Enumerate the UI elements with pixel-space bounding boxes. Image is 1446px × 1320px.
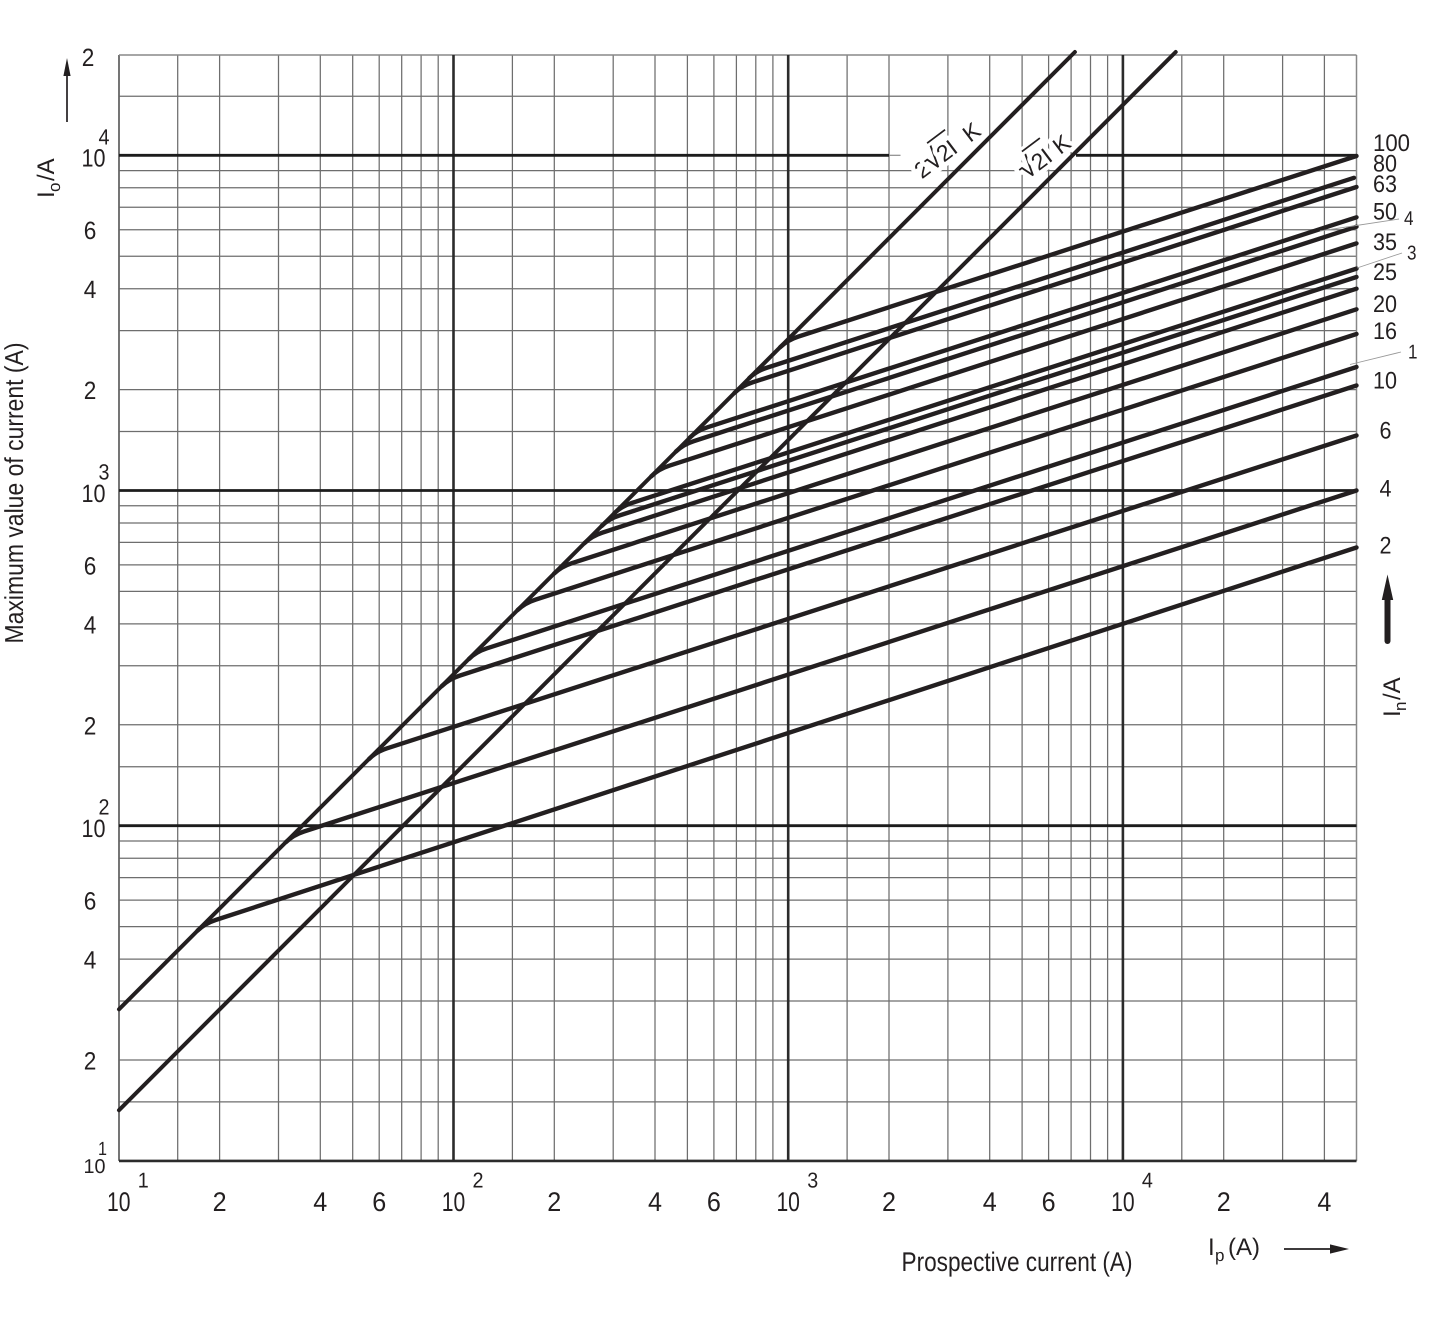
svg-text:4: 4: [99, 124, 110, 149]
svg-text:10: 10: [82, 145, 106, 173]
svg-text:35: 35: [1373, 229, 1397, 256]
svg-text:4: 4: [1142, 1169, 1153, 1193]
svg-text:4: 4: [84, 947, 97, 975]
svg-text:10: 10: [1373, 368, 1397, 395]
svg-text:4: 4: [1404, 208, 1414, 230]
svg-text:4: 4: [1317, 1187, 1331, 1217]
svg-text:2: 2: [473, 1169, 484, 1193]
svg-text:2: 2: [99, 795, 110, 820]
svg-text:80: 80: [1373, 151, 1397, 178]
svg-text:4: 4: [313, 1187, 327, 1217]
svg-text:2: 2: [1380, 533, 1392, 560]
svg-text:3: 3: [807, 1169, 818, 1193]
svg-text:10: 10: [107, 1187, 131, 1217]
svg-text:16: 16: [1373, 318, 1397, 345]
svg-text:I: I: [33, 191, 60, 198]
svg-text:2: 2: [547, 1187, 561, 1217]
svg-text:3: 3: [99, 460, 110, 485]
svg-text:4: 4: [84, 276, 97, 304]
svg-text:2: 2: [84, 377, 97, 405]
svg-text:2: 2: [882, 1187, 896, 1217]
svg-text:I: I: [1379, 710, 1406, 717]
svg-text:10: 10: [82, 815, 106, 843]
svg-text:2: 2: [213, 1187, 227, 1217]
svg-text:10: 10: [84, 1156, 106, 1178]
svg-text:6: 6: [84, 888, 97, 916]
svg-text:4: 4: [1380, 476, 1392, 503]
svg-text:1: 1: [1408, 342, 1418, 364]
svg-text:2: 2: [82, 44, 95, 72]
svg-text:50: 50: [1373, 199, 1397, 226]
svg-text:6: 6: [1380, 418, 1392, 445]
svg-text:100: 100: [1373, 130, 1410, 157]
svg-text:I: I: [1208, 1234, 1215, 1261]
svg-text:10: 10: [1111, 1187, 1135, 1217]
svg-text:25: 25: [1373, 259, 1397, 286]
svg-text:6: 6: [84, 217, 97, 245]
svg-text:10: 10: [776, 1187, 800, 1217]
svg-text:o: o: [45, 183, 64, 192]
svg-text:4: 4: [648, 1187, 662, 1217]
svg-text:6: 6: [372, 1187, 386, 1217]
svg-text:2: 2: [84, 712, 97, 740]
svg-text:6: 6: [1042, 1187, 1056, 1217]
svg-text:1: 1: [98, 1139, 107, 1160]
svg-text:/A: /A: [1379, 677, 1406, 700]
svg-text:Maximum value of current (A): Maximum value of current (A): [0, 343, 29, 644]
svg-text:n: n: [1391, 702, 1410, 711]
svg-text:p: p: [1215, 1246, 1224, 1265]
svg-text:4: 4: [983, 1187, 997, 1217]
svg-text:3: 3: [1407, 243, 1417, 265]
svg-text:/A: /A: [33, 158, 60, 181]
svg-text:6: 6: [707, 1187, 721, 1217]
svg-text:2: 2: [84, 1048, 97, 1076]
svg-text:2: 2: [1217, 1187, 1231, 1217]
svg-text:4: 4: [84, 611, 97, 639]
svg-text:1: 1: [138, 1169, 149, 1193]
svg-text:Prospective current (A): Prospective current (A): [902, 1247, 1133, 1277]
svg-text:10: 10: [442, 1187, 466, 1217]
svg-text:20: 20: [1373, 291, 1397, 318]
svg-text:63: 63: [1373, 171, 1397, 198]
svg-text:(A): (A): [1228, 1234, 1260, 1261]
svg-text:6: 6: [84, 552, 97, 580]
svg-text:10: 10: [82, 480, 106, 508]
